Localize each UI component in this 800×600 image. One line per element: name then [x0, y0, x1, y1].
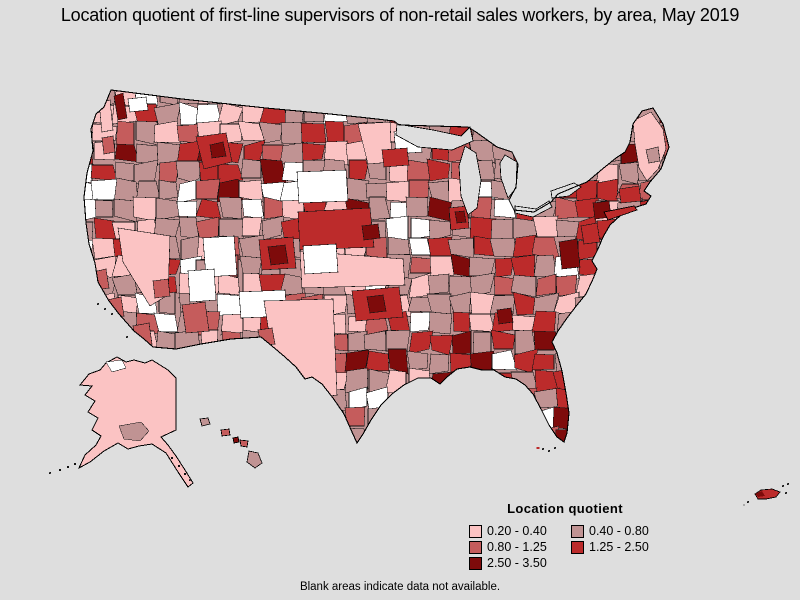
alaska-body [77, 356, 194, 488]
legend-title: Location quotient [507, 501, 623, 516]
hawaii-maui [239, 439, 249, 448]
legend-swatch [469, 541, 482, 554]
legend-swatch [469, 525, 482, 538]
hawaii-kauai [199, 417, 211, 427]
puerto-rico-islets [743, 483, 789, 506]
page-title: Location quotient of first-line supervis… [60, 5, 740, 25]
lake-michigan [458, 145, 482, 216]
channel-islands [97, 303, 128, 338]
legend-item: 2.50 - 3.50 [469, 557, 571, 570]
map-footnote: Blank areas indicate data not available. [299, 581, 501, 593]
legend-item: 0.40 - 0.80 [571, 525, 661, 538]
legend-label: 0.40 - 0.80 [589, 524, 649, 538]
hawaii-molokai [232, 436, 240, 444]
legend-swatch [571, 541, 584, 554]
map-legend: Location quotient 0.20 - 0.40 0.40 - 0.80… [469, 501, 661, 570]
legend-label: 0.80 - 1.25 [487, 540, 547, 554]
puerto-rico [743, 483, 789, 506]
legend-items: 0.20 - 0.40 0.40 - 0.80 0.80 - 1.25 1.25 - … [469, 525, 661, 570]
legend-label: 2.50 - 3.50 [487, 556, 547, 570]
hawaii-big-island [246, 450, 263, 469]
long-island [603, 205, 638, 221]
puerto-rico-west [755, 491, 765, 497]
florida-keys [536, 446, 556, 452]
legend-label: 1.25 - 2.50 [589, 540, 649, 554]
alaska [49, 356, 194, 488]
legend-label: 0.20 - 0.40 [487, 524, 547, 538]
lake-superior [395, 123, 474, 151]
hawaii-oahu [220, 428, 231, 437]
alaska-blank-area [105, 359, 127, 373]
us-coast-outline [83, 89, 670, 445]
lake-erie [514, 200, 553, 218]
legend-item: 1.25 - 2.50 [571, 541, 661, 554]
legend-item: 0.20 - 0.40 [469, 525, 571, 538]
legend-item: 0.80 - 1.25 [469, 541, 571, 554]
aleutian-islands [49, 456, 191, 481]
named-area-patches [92, 92, 667, 401]
legend-swatch [571, 525, 584, 538]
legend-swatch [469, 557, 482, 570]
alaska-anchorage-area [118, 421, 150, 442]
hawaii [199, 417, 263, 469]
